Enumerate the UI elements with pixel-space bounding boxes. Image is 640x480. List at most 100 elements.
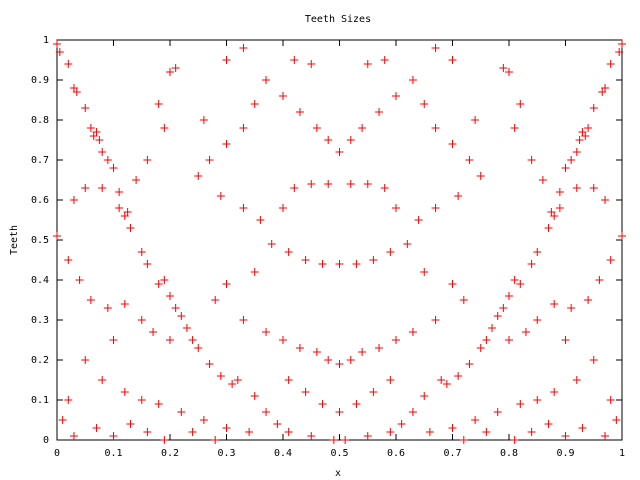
point [448, 56, 457, 64]
point [55, 48, 64, 56]
point [606, 396, 615, 404]
point [420, 268, 429, 276]
point [239, 316, 248, 324]
point [505, 68, 513, 76]
point [505, 336, 513, 344]
point [284, 248, 293, 256]
point [290, 184, 299, 192]
point [584, 124, 593, 132]
point [250, 268, 259, 276]
point [584, 296, 593, 304]
point [606, 60, 615, 68]
point [295, 344, 304, 352]
point [431, 124, 440, 132]
point [363, 180, 372, 188]
point [567, 304, 576, 312]
y-axis-label: Teeth [9, 225, 20, 255]
point [510, 276, 519, 284]
point [149, 328, 158, 336]
point [533, 396, 542, 404]
chart-title: Teeth Sizes [305, 14, 371, 25]
x-tick-label: 0.1 [104, 448, 122, 459]
point [194, 344, 203, 352]
point [408, 76, 417, 84]
point [154, 400, 163, 408]
point [544, 224, 553, 232]
point [363, 60, 372, 68]
point [567, 156, 576, 164]
point [561, 164, 570, 172]
point [618, 40, 626, 48]
point [375, 108, 384, 116]
point [575, 136, 584, 144]
point [346, 356, 355, 364]
point [64, 60, 73, 68]
point [606, 256, 615, 264]
point [205, 156, 214, 164]
point [81, 184, 90, 192]
point [284, 428, 293, 436]
point [120, 388, 129, 396]
point [471, 116, 480, 124]
point [589, 104, 598, 112]
point [420, 392, 429, 400]
point [431, 44, 440, 52]
point [86, 124, 95, 132]
point [578, 424, 587, 432]
point [369, 388, 378, 396]
point [160, 124, 169, 132]
point [324, 356, 333, 364]
point [346, 180, 355, 188]
point [233, 376, 242, 384]
point [561, 336, 570, 344]
point [177, 408, 186, 416]
x-tick-label: 0.4 [274, 448, 292, 459]
point [273, 420, 282, 428]
point [166, 68, 174, 76]
point [126, 224, 135, 232]
point [505, 292, 513, 300]
point [262, 76, 271, 84]
y-tick-label: 0.4 [31, 275, 49, 286]
y-tick-label: 0.9 [31, 75, 49, 86]
x-tick-label: 0.5 [330, 448, 348, 459]
point [386, 376, 395, 384]
point [335, 360, 344, 368]
point [352, 260, 361, 268]
x-tick-label: 0.6 [387, 448, 405, 459]
point [279, 92, 287, 100]
point [482, 428, 491, 436]
y-tick-label: 0.6 [31, 195, 49, 206]
point [329, 436, 338, 444]
y-tick-label: 0.1 [31, 395, 49, 406]
point [476, 172, 485, 180]
point [160, 276, 169, 284]
point [199, 416, 208, 424]
point [547, 208, 556, 216]
point [250, 392, 259, 400]
point [601, 196, 610, 204]
point [267, 240, 276, 248]
x-tick-label: 0 [54, 448, 60, 459]
point [194, 172, 203, 180]
point [58, 416, 67, 424]
point [335, 408, 344, 416]
point [346, 136, 355, 144]
point [550, 388, 559, 396]
point [414, 216, 423, 224]
point [166, 292, 174, 300]
point [69, 432, 78, 440]
point [618, 232, 626, 240]
point [69, 196, 78, 204]
point [115, 188, 124, 196]
point [533, 248, 542, 256]
point [595, 276, 604, 284]
point [392, 336, 400, 344]
point [182, 324, 191, 332]
point [521, 328, 530, 336]
point [312, 348, 321, 356]
point [572, 376, 581, 384]
point [358, 124, 367, 132]
point [516, 400, 525, 408]
